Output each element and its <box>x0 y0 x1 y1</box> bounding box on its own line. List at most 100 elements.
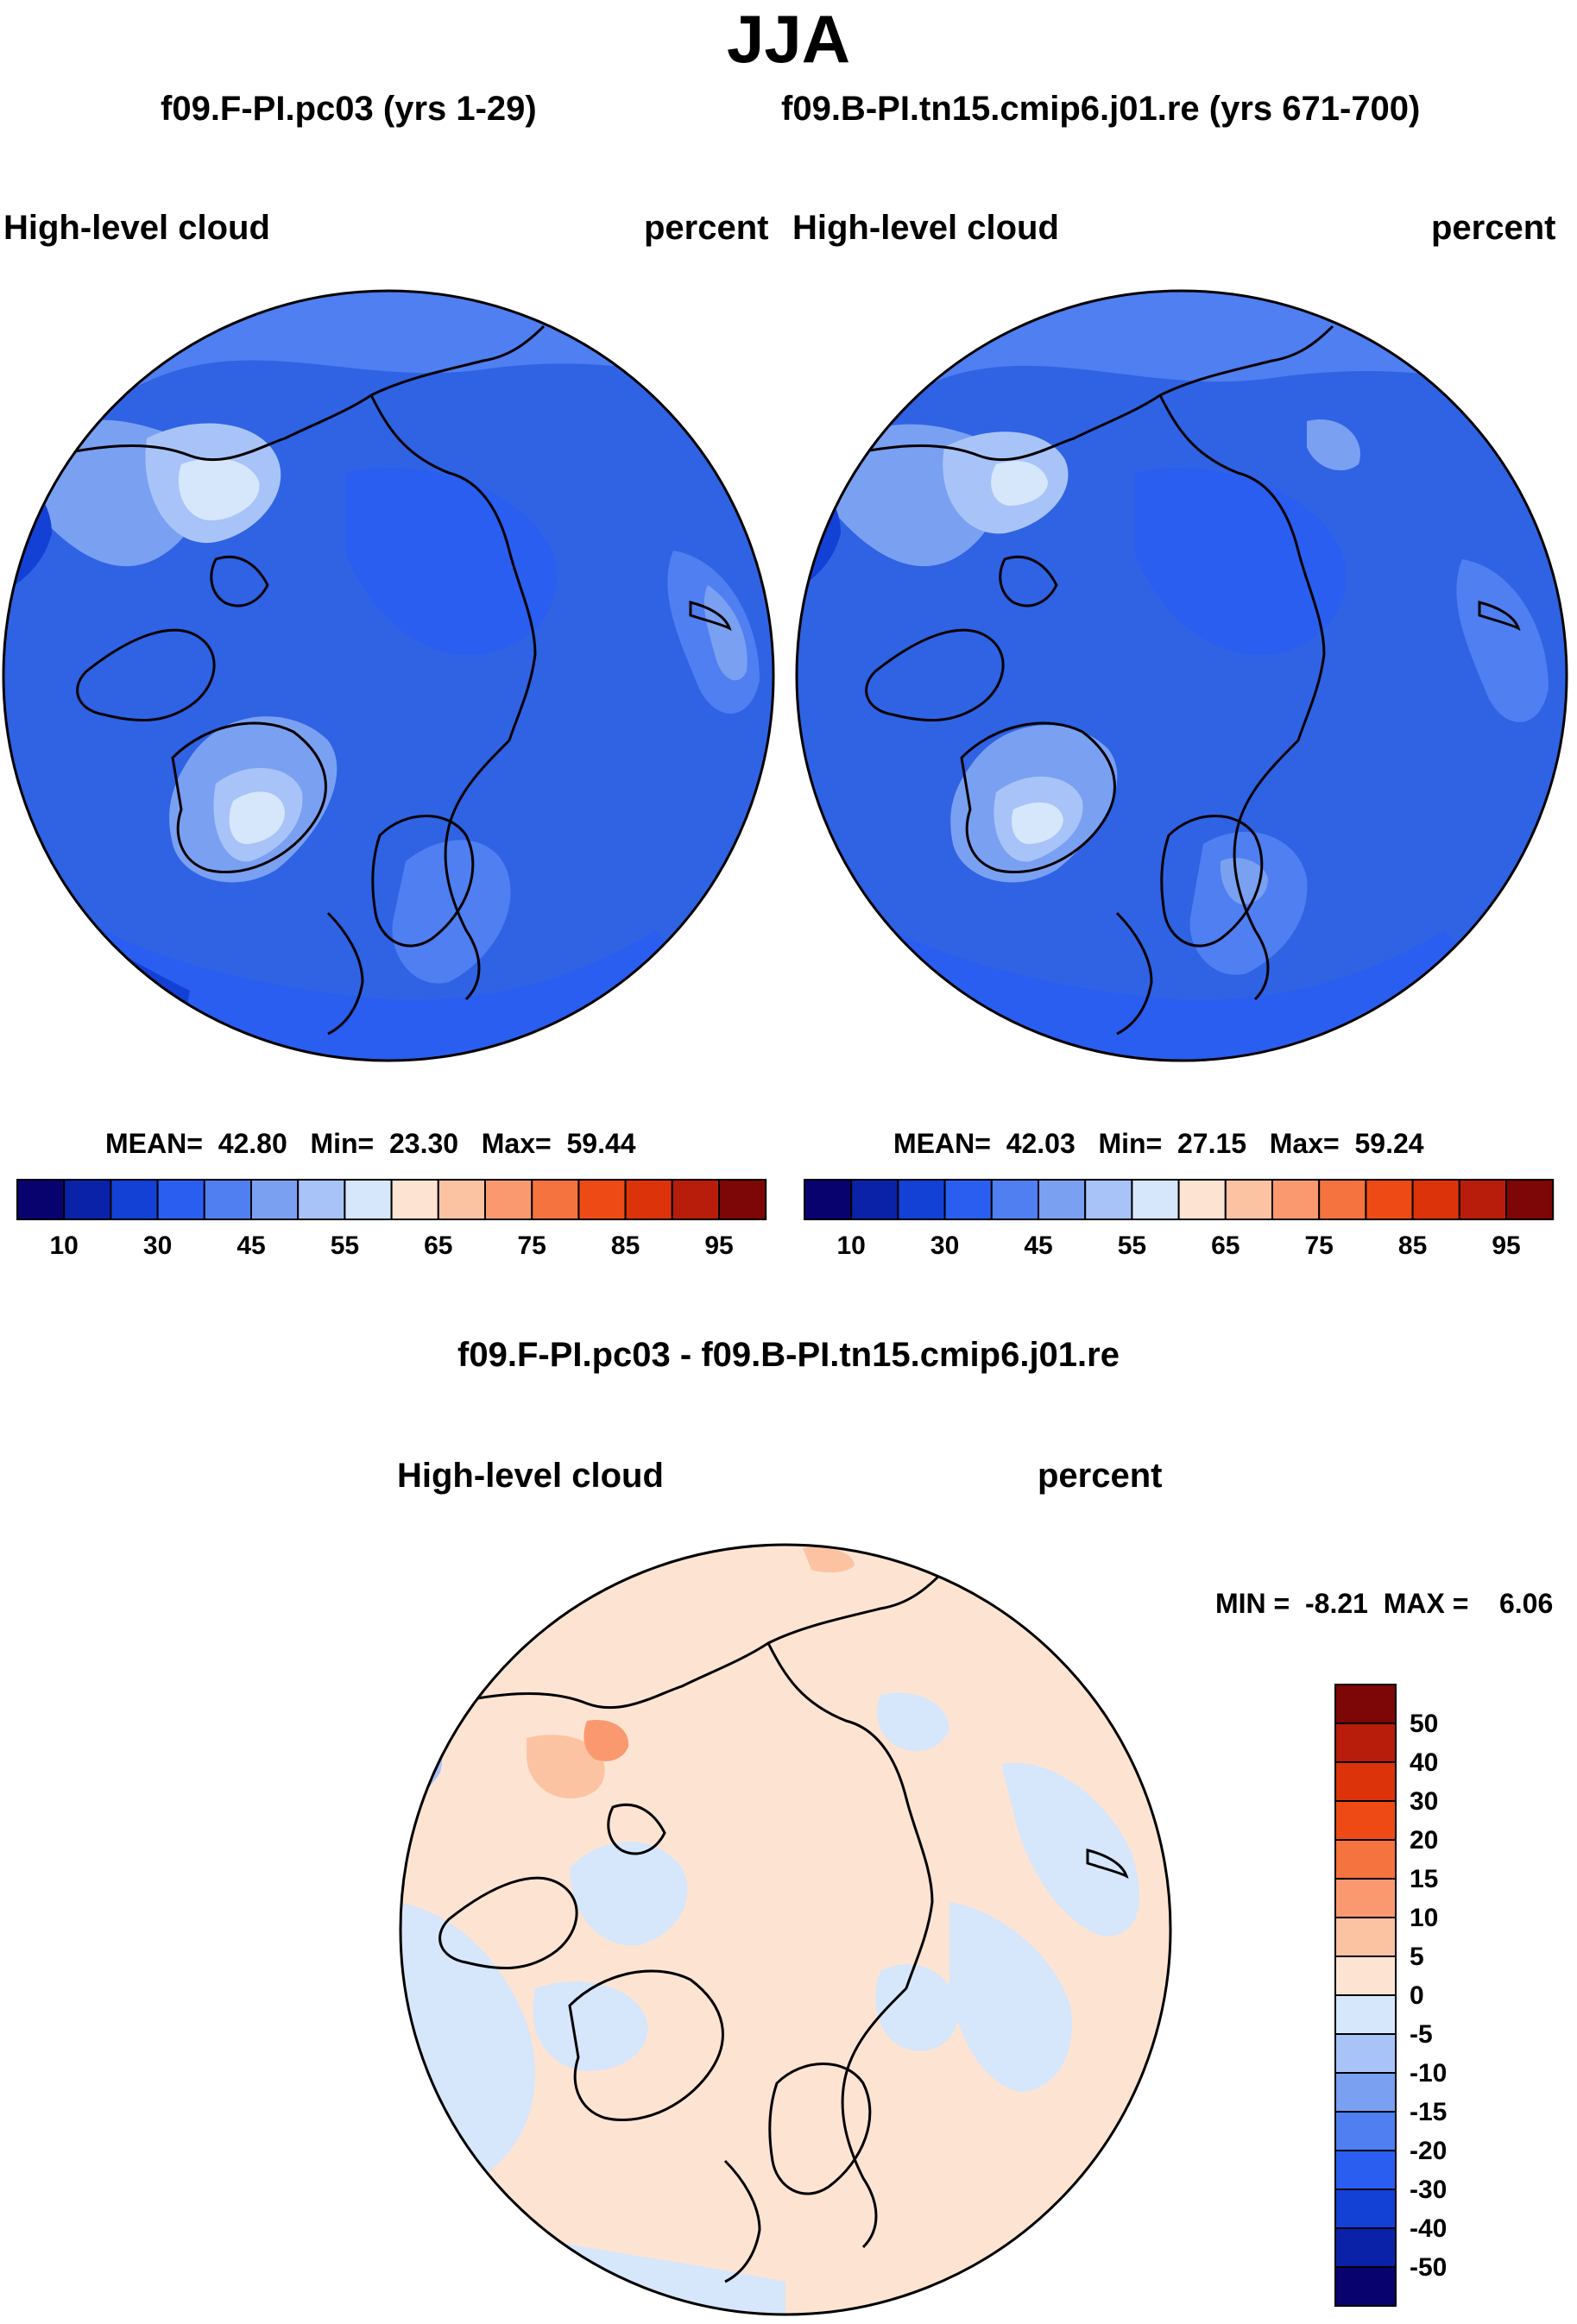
diff-colorbar-swatch-3 <box>1334 1800 1397 1841</box>
diff-colorbar-tick-label-4: 15 <box>1410 1865 1438 1893</box>
left-stats: MEAN= 42.80 Min= 23.30 Max= 59.44 <box>105 1128 636 1160</box>
diff-colorbar-swatch-12 <box>1334 2150 1397 2190</box>
left-colorbar-swatch-0 <box>16 1179 66 1220</box>
right-colorbar-swatch-15 <box>1505 1179 1555 1220</box>
diff-colorbar-tick-label-9: -10 <box>1410 2059 1447 2088</box>
diff-colorbar-tick-label-8: -5 <box>1410 2020 1433 2049</box>
diff-colorbar-swatch-4 <box>1334 1839 1397 1880</box>
left-colorbar-tick-label-4: 65 <box>424 1231 452 1260</box>
diff-max-label: MAX = <box>1383 1588 1469 1619</box>
diff-colorbar-swatch-1 <box>1334 1723 1397 1763</box>
right-stats: MEAN= 42.03 Min= 27.15 Max= 59.24 <box>893 1128 1424 1160</box>
right-min-label: Min= <box>1098 1128 1163 1159</box>
right-colorbar-swatch-10 <box>1271 1179 1321 1220</box>
right-coastlines <box>840 324 1521 1036</box>
diff-colorbar-tick-label-10: -15 <box>1410 2098 1447 2126</box>
diff-colorbar-tick-label-11: -20 <box>1410 2137 1447 2165</box>
left-colorbar-swatch-10 <box>484 1179 533 1220</box>
diff-variable-label: High-level cloud <box>397 1457 664 1495</box>
left-mean-label: MEAN= <box>105 1128 203 1159</box>
diff-colorbar-swatch-15 <box>1334 2266 1397 2307</box>
left-panel-title: f09.F-PI.pc03 (yrs 1-29) <box>161 90 537 128</box>
left-variable-label: High-level cloud <box>3 209 270 247</box>
diff-colorbar-tick-label-0: 50 <box>1410 1710 1438 1738</box>
diff-min-label: MIN = <box>1215 1588 1290 1619</box>
right-colorbar-swatch-9 <box>1224 1179 1273 1220</box>
left-colorbar-tick-label-5: 75 <box>518 1231 546 1260</box>
left-coastlines <box>51 324 732 1036</box>
right-colorbar-swatch-12 <box>1365 1179 1414 1220</box>
diff-colorbar-swatch-13 <box>1334 2189 1397 2229</box>
right-colorbar-tick-label-6: 85 <box>1398 1231 1427 1260</box>
right-colorbar-swatch-13 <box>1411 1179 1460 1220</box>
diff-colorbar-swatch-11 <box>1334 2111 1397 2151</box>
right-colorbar-tick-label-7: 95 <box>1492 1231 1520 1260</box>
left-mean-value: 42.80 <box>218 1128 287 1159</box>
diff-colorbar-swatch-10 <box>1334 2072 1397 2113</box>
left-colorbar-swatch-4 <box>203 1179 253 1220</box>
diff-colorbar-swatch-5 <box>1334 1878 1397 1918</box>
right-polar-map <box>795 289 1568 1062</box>
diff-min-value: -8.21 <box>1305 1588 1368 1619</box>
left-colorbar-swatch-6 <box>297 1179 346 1220</box>
right-map-border <box>795 289 1568 1062</box>
left-colorbar-tick-label-0: 10 <box>50 1231 79 1260</box>
diff-max-value: 6.06 <box>1498 1588 1554 1619</box>
diff-colorbar-tick-label-1: 40 <box>1410 1748 1438 1777</box>
diff-panel-title: f09.F-PI.pc03 - f09.B-PI.tn15.cmip6.j01.… <box>457 1336 1120 1374</box>
right-colorbar-tick-label-1: 30 <box>930 1231 959 1260</box>
diff-colorbar-tick-label-14: -50 <box>1410 2253 1447 2282</box>
right-max-value: 59.24 <box>1354 1128 1424 1159</box>
left-colorbar-swatch-12 <box>577 1179 627 1220</box>
diff-colorbar-tick-label-6: 5 <box>1410 1943 1424 1971</box>
right-colorbar-swatch-5 <box>1038 1179 1087 1220</box>
left-colorbar-swatch-1 <box>63 1179 112 1220</box>
right-colorbar-swatch-8 <box>1177 1179 1227 1220</box>
diff-coastlines <box>438 1572 1129 2283</box>
diff-colorbar-tick-label-3: 20 <box>1410 1826 1438 1855</box>
right-units-label: percent <box>1431 209 1556 247</box>
right-colorbar-swatch-1 <box>850 1179 899 1220</box>
right-colorbar-swatch-2 <box>897 1179 946 1220</box>
right-variable-label: High-level cloud <box>792 209 1059 247</box>
right-colorbar-tick-label-2: 45 <box>1024 1231 1052 1260</box>
right-colorbar-tick-label-3: 55 <box>1118 1231 1146 1260</box>
left-colorbar-tick-label-6: 85 <box>611 1231 640 1260</box>
left-colorbar-swatch-13 <box>624 1179 673 1220</box>
right-field-base <box>797 291 1567 1061</box>
right-mean-value: 42.03 <box>1006 1128 1076 1159</box>
left-map-border <box>2 289 775 1062</box>
diff-colorbar-swatch-9 <box>1334 2033 1397 2074</box>
right-colorbar-tick-label-4: 65 <box>1211 1231 1240 1260</box>
diff-colorbar-swatch-2 <box>1334 1761 1397 1802</box>
diff-colorbar-swatch-14 <box>1334 2227 1397 2268</box>
left-field-base <box>3 291 773 1061</box>
left-colorbar-tick-label-7: 95 <box>704 1231 733 1260</box>
left-min-value: 23.30 <box>389 1128 459 1159</box>
diff-colorbar-swatch-0 <box>1334 1684 1397 1724</box>
left-max-label: Max= <box>481 1128 552 1159</box>
right-colorbar-swatch-14 <box>1458 1179 1507 1220</box>
right-colorbar-swatch-0 <box>804 1179 853 1220</box>
diff-colorbar-tick-label-2: 30 <box>1410 1787 1438 1816</box>
diff-stats: MIN = -8.21 MAX = 6.06 <box>1215 1588 1553 1620</box>
left-colorbar-swatch-15 <box>718 1179 767 1220</box>
left-colorbar-swatch-8 <box>390 1179 439 1220</box>
left-polar-map <box>2 289 775 1062</box>
left-max-value: 59.44 <box>566 1128 636 1159</box>
diff-units-label: percent <box>1038 1457 1163 1495</box>
right-mean-label: MEAN= <box>893 1128 991 1159</box>
right-min-value: 27.15 <box>1177 1128 1247 1159</box>
left-colorbar-swatch-14 <box>671 1179 720 1220</box>
left-colorbar-tick-label-3: 55 <box>331 1231 359 1260</box>
right-colorbar-swatch-4 <box>990 1179 1040 1220</box>
right-colorbar-swatch-11 <box>1318 1179 1367 1220</box>
left-colorbar-swatch-3 <box>156 1179 205 1220</box>
right-max-label: Max= <box>1269 1128 1340 1159</box>
left-min-label: Min= <box>310 1128 375 1159</box>
left-colorbar-swatch-11 <box>531 1179 580 1220</box>
diff-map-border <box>399 1543 1172 2316</box>
right-colorbar: 10 30 45 55 65 75 85 95 <box>804 1179 1555 1260</box>
left-colorbar: 10 30 45 55 65 75 85 95 <box>16 1179 767 1260</box>
left-colorbar-swatch-5 <box>250 1179 300 1220</box>
